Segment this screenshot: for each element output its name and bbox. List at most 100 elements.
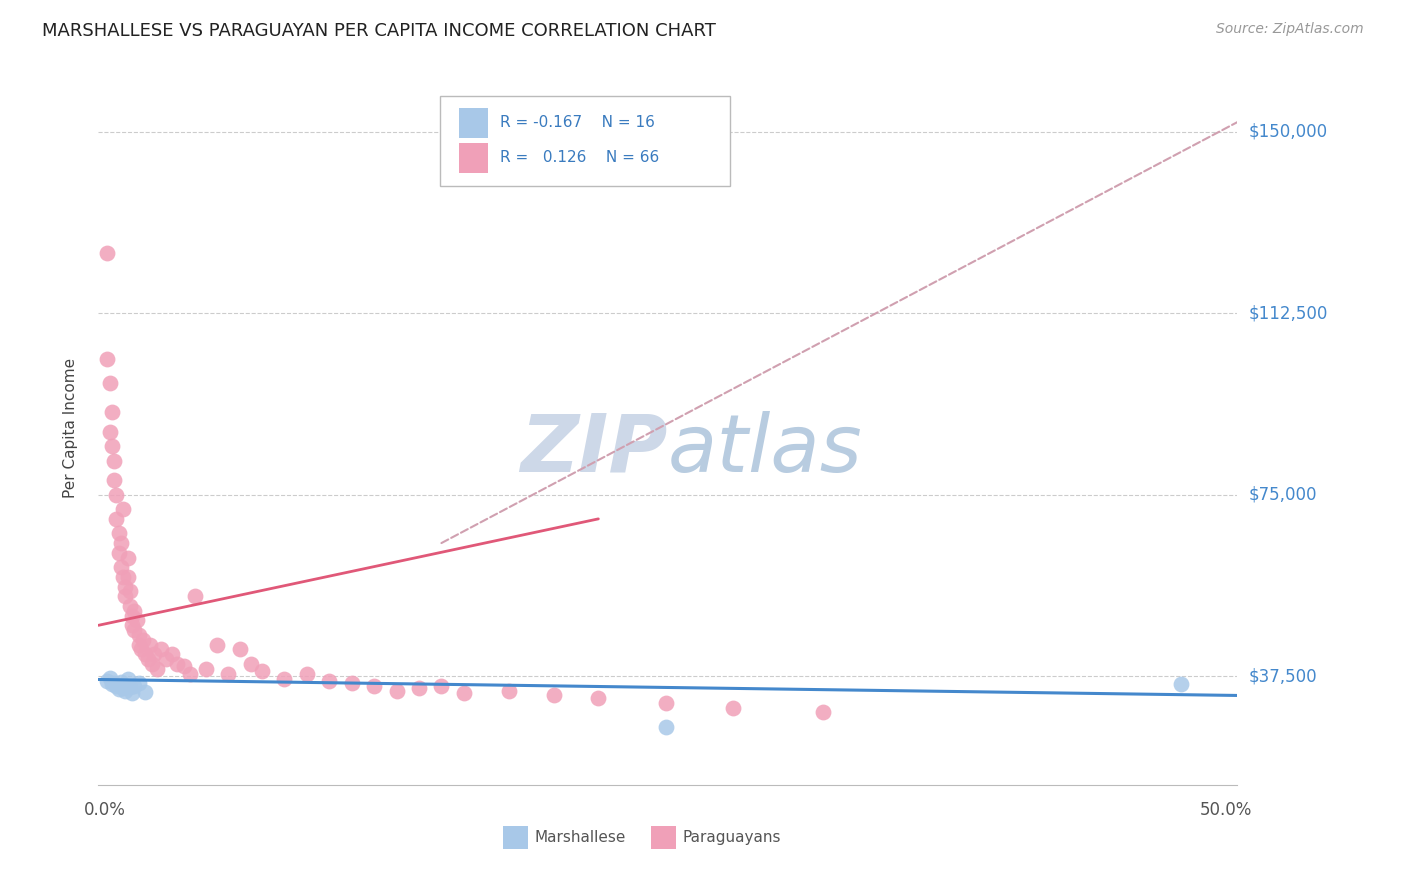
Point (114, 683, 136, 698)
Point (155, 652, 177, 666)
Point (101, 439, 124, 453)
Point (145, 662, 167, 676)
Point (107, 546, 129, 560)
Point (239, 657, 262, 671)
Point (166, 657, 188, 671)
Point (110, 536, 132, 550)
Point (124, 623, 146, 637)
Point (107, 682, 129, 697)
Point (117, 570, 139, 584)
Point (110, 560, 132, 574)
Point (134, 648, 156, 662)
Point (105, 512, 128, 526)
Point (103, 676, 125, 690)
Point (134, 685, 156, 699)
Point (195, 662, 218, 676)
FancyBboxPatch shape (651, 826, 676, 849)
Point (385, 683, 408, 698)
Point (114, 580, 136, 594)
Point (273, 672, 295, 686)
Point (721, 700, 744, 714)
Point (179, 666, 201, 681)
Point (363, 679, 385, 693)
Text: $75,000: $75,000 (1249, 485, 1317, 504)
Point (118, 680, 141, 694)
Point (340, 676, 363, 690)
Point (498, 683, 520, 698)
Point (117, 673, 139, 687)
Point (295, 666, 318, 681)
FancyBboxPatch shape (460, 143, 488, 173)
Point (103, 454, 125, 468)
Point (207, 638, 229, 652)
Point (117, 550, 139, 565)
Point (101, 405, 124, 419)
Point (139, 638, 162, 652)
Point (132, 632, 155, 647)
Point (96, 673, 118, 688)
Point (105, 488, 128, 502)
Point (110, 675, 132, 690)
Point (318, 673, 340, 688)
Point (128, 638, 150, 652)
Point (96, 352, 118, 367)
Point (124, 604, 146, 618)
Point (112, 681, 135, 696)
Point (453, 686, 475, 700)
Point (430, 679, 453, 693)
Point (543, 689, 565, 703)
Text: $150,000: $150,000 (1249, 123, 1327, 141)
Point (654, 720, 676, 734)
Point (118, 599, 141, 613)
Point (162, 648, 184, 662)
Point (96, 245, 118, 260)
Point (217, 666, 239, 681)
Text: Marshallese: Marshallese (534, 830, 626, 846)
Text: atlas: atlas (668, 410, 863, 489)
Point (121, 608, 143, 623)
Point (128, 676, 150, 690)
Point (98, 425, 121, 439)
Text: Paraguayans: Paraguayans (683, 830, 782, 846)
Point (141, 657, 163, 671)
Point (136, 652, 159, 666)
Point (408, 681, 430, 696)
Point (112, 570, 135, 584)
Text: ZIP: ZIP (520, 410, 668, 489)
FancyBboxPatch shape (440, 96, 731, 186)
Y-axis label: Per Capita Income: Per Capita Income (63, 358, 77, 499)
Point (105, 679, 128, 693)
FancyBboxPatch shape (460, 108, 488, 137)
Point (118, 584, 141, 599)
Point (112, 502, 135, 516)
Point (654, 696, 676, 710)
Point (121, 686, 143, 700)
Text: $37,500: $37,500 (1249, 667, 1317, 685)
Point (129, 642, 152, 657)
FancyBboxPatch shape (503, 826, 527, 849)
Point (107, 526, 129, 541)
Point (588, 690, 610, 705)
Point (98, 376, 121, 391)
Point (121, 618, 143, 632)
Point (128, 628, 150, 642)
Point (98, 671, 121, 685)
Point (150, 642, 173, 657)
Text: $112,500: $112,500 (1249, 304, 1327, 322)
Point (125, 614, 148, 628)
Point (103, 473, 125, 487)
Point (114, 589, 136, 603)
Point (1170, 677, 1192, 691)
Text: MARSHALLESE VS PARAGUAYAN PER CAPITA INCOME CORRELATION CHART: MARSHALLESE VS PARAGUAYAN PER CAPITA INC… (42, 22, 716, 40)
Text: R =   0.126    N = 66: R = 0.126 N = 66 (501, 150, 659, 165)
Point (184, 589, 207, 603)
Point (228, 642, 250, 657)
Point (811, 706, 834, 720)
Point (173, 659, 195, 673)
Text: R = -0.167    N = 16: R = -0.167 N = 16 (501, 115, 655, 130)
Point (124, 679, 146, 693)
Point (143, 648, 166, 662)
Point (101, 677, 124, 691)
Point (250, 665, 273, 679)
Text: Source: ZipAtlas.com: Source: ZipAtlas.com (1216, 22, 1364, 37)
